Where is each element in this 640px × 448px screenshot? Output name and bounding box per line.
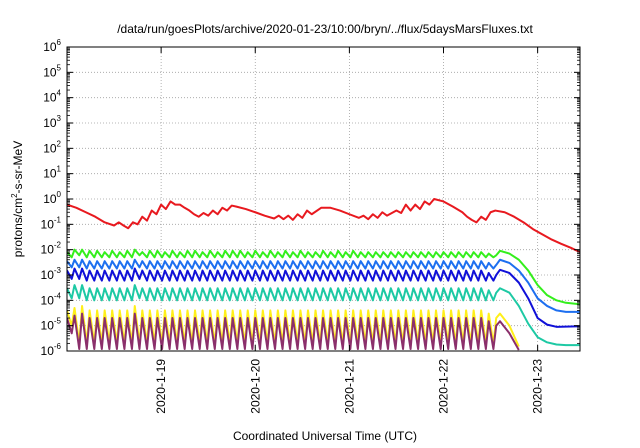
y-tick-label-exp: 6 [57, 38, 62, 47]
series-line-2 [67, 248, 580, 306]
y-tick-label-base: 10 [41, 319, 55, 333]
y-tick-label-base: 10 [41, 268, 55, 282]
y-tick-label-base: 10 [43, 167, 57, 181]
y-tick-label-base: 10 [41, 344, 55, 358]
y-axis-label-prefix: protons/cm [11, 198, 25, 257]
y-tick-label-exp: 5 [57, 63, 62, 72]
series-line-7 [67, 312, 520, 351]
y-tick-label: 10-1 [41, 215, 62, 231]
y-tick-label: 102 [43, 139, 61, 155]
y-tick-label: 101 [43, 165, 61, 181]
y-axis-label-sup: 2 [10, 193, 19, 198]
y-tick-label: 104 [43, 89, 61, 105]
x-tick-label: 2020-1-20 [248, 359, 262, 414]
y-tick-label-exp: 1 [57, 165, 62, 174]
y-tick-label: 10-2 [41, 241, 62, 257]
y-tick-label-base: 10 [43, 40, 57, 54]
y-tick-label-base: 10 [41, 243, 55, 257]
x-tick-label: 2020-1-19 [154, 359, 168, 414]
y-tick-label: 10-6 [41, 342, 62, 358]
y-tick-label-exp: -3 [54, 266, 62, 275]
y-tick-label-base: 10 [41, 293, 55, 307]
x-tick-label: 2020-1-21 [342, 359, 356, 414]
chart-title: /data/run/goesPlots/archive/2020-01-23/1… [117, 22, 533, 36]
y-tick-label: 106 [43, 38, 61, 54]
y-tick-label-exp: -4 [54, 291, 62, 300]
y-tick-label-exp: 3 [57, 114, 62, 123]
y-tick-label-exp: 2 [57, 139, 62, 148]
y-tick-label-exp: 0 [57, 190, 62, 199]
y-tick-label-exp: -6 [54, 342, 62, 351]
x-axis-label: Coordinated Universal Time (UTC) [233, 429, 417, 443]
series-group [67, 198, 580, 351]
y-tick-label-base: 10 [43, 192, 57, 206]
y-tick-label-base: 10 [43, 141, 57, 155]
y-tick-label-base: 10 [43, 65, 57, 79]
y-tick-label-base: 10 [43, 116, 57, 130]
y-tick-label-base: 10 [41, 217, 55, 231]
series-line-3 [67, 258, 580, 313]
y-axis-label: protons/cm2-s-sr-MeV [10, 141, 25, 257]
y-tick-label: 10-4 [41, 291, 62, 307]
y-tick-label-base: 10 [43, 91, 57, 105]
y-axis-label-suffix: -s-sr-MeV [11, 141, 25, 194]
y-tick-label-exp: -2 [54, 241, 62, 250]
x-tick-label: 2020-1-23 [531, 359, 545, 414]
x-tick-label: 2020-1-22 [437, 359, 451, 414]
y-tick-label: 100 [43, 190, 61, 206]
ticks: 10610510410310210110010-110-210-310-410-… [41, 38, 580, 414]
series-line-1 [67, 198, 580, 254]
y-tick-label-exp: 4 [57, 89, 62, 98]
y-tick-label: 105 [43, 63, 61, 79]
series-line-5 [67, 284, 580, 347]
y-tick-label: 103 [43, 114, 61, 130]
series-line-4 [67, 267, 580, 328]
y-tick-label: 10-3 [41, 266, 62, 282]
y-tick-label: 10-5 [41, 317, 62, 333]
y-tick-label-exp: -5 [54, 317, 62, 326]
y-tick-label-exp: -1 [54, 215, 62, 224]
